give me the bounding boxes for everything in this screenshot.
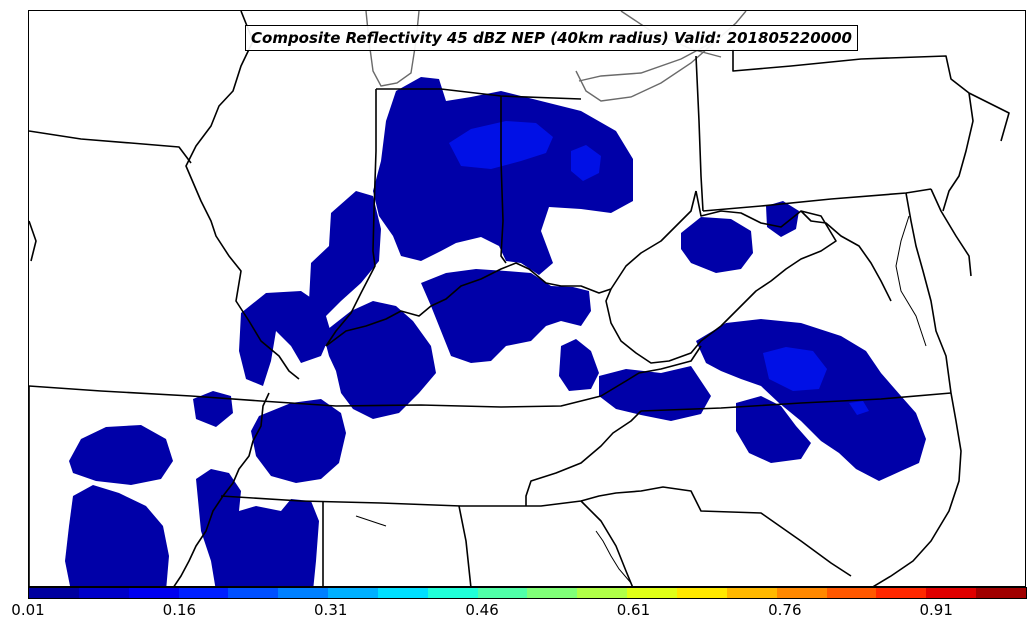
prob-region-tennessee-west [251, 399, 346, 483]
border-new-york [968, 92, 1010, 142]
colorbar-segment [427, 588, 478, 598]
georgia-coast [595, 530, 632, 584]
prob-region-arkansas-north [69, 425, 173, 485]
prob-core-virginia [763, 347, 827, 391]
border-kentucky-tennessee [29, 345, 702, 408]
lake-erie-south-shore [578, 42, 712, 82]
probability-regions-low [65, 77, 926, 586]
colorbar-ticks: 0.01 0.16 0.31 0.46 0.61 0.76 0.91 [0, 599, 1036, 629]
colorbar-tick-label: 0.16 [162, 601, 197, 619]
prob-region-kentucky-central [421, 269, 591, 363]
colorbar-segment [976, 588, 1026, 598]
prob-region-arkansas-south [65, 485, 169, 586]
border-tennessee-south [220, 486, 852, 577]
colorbar-segment [726, 588, 777, 598]
map-panel: Composite Reflectivity 45 dBZ NEP (40km … [28, 10, 1026, 587]
border-tennessee-north-carolina [525, 410, 642, 506]
colorbar-segment [477, 588, 528, 598]
colorbar-segment [926, 588, 977, 598]
prob-region-west-virginia [681, 217, 753, 273]
colorbar-segment [776, 588, 827, 598]
colorbar-tick-label: 0.31 [314, 601, 348, 619]
colorbar-segment [128, 588, 179, 598]
colorbar-tick-label: 0.46 [465, 601, 499, 619]
border-ohio-pennsylvania [695, 55, 704, 212]
border-iowa-illinois [29, 220, 37, 262]
tennessee-river [355, 515, 387, 527]
border-iowa-missouri [29, 130, 192, 164]
colorbar-segment [627, 588, 677, 598]
colorbar-segment [676, 588, 727, 598]
state-borders [29, 11, 1010, 586]
prob-region-missouri-small [193, 391, 233, 427]
map-title: Composite Reflectivity 45 dBZ NEP (40km … [245, 25, 858, 51]
colorbar-segment [228, 588, 279, 598]
border-alabama-georgia [458, 505, 472, 586]
border-illinois-indiana [325, 89, 377, 347]
colorbar-segment [577, 588, 628, 598]
border-maryland-virginia [800, 210, 892, 302]
colorbar-segment [328, 588, 378, 598]
prob-region-virginia-south [736, 396, 811, 463]
chesapeake-bay [895, 215, 927, 347]
colorbar-segment [377, 588, 428, 598]
colorbar-segment [826, 588, 877, 598]
colorbar-segment [78, 588, 129, 598]
prob-region-kentucky-east [559, 339, 599, 391]
border-ohio-river [325, 190, 697, 347]
reflectivity-map [29, 11, 1010, 586]
prob-region-illinois-west [309, 191, 381, 321]
prob-core-virginia-east [849, 401, 869, 415]
prob-region-mississippi-river [196, 469, 319, 586]
border-chesapeake-east [905, 192, 952, 394]
prob-region-missouri-east [239, 291, 331, 386]
colorbar-tick-label: 0.76 [768, 601, 802, 619]
border-west-virginia-virginia [605, 190, 837, 364]
prob-region-kentucky-virginia-border [599, 366, 711, 421]
colorbar-tick-label: 0.01 [11, 601, 45, 619]
border-illinois-west [185, 11, 300, 380]
border-pennsylvania-south [702, 188, 932, 212]
colorbar-tick-label: 0.61 [616, 601, 651, 619]
border-pennsylvania-north [732, 49, 970, 94]
colorbar-segment [278, 588, 329, 598]
border-michigan-indiana-ohio [376, 88, 582, 100]
prob-region-kentucky-west [323, 301, 436, 419]
prob-region-indiana-ohio [373, 77, 633, 275]
border-georgia-south-carolina [580, 500, 634, 586]
prob-core-ohio-east [571, 145, 601, 181]
colorbar-segment [876, 588, 927, 598]
colorbar-tick-label: 0.91 [919, 601, 953, 619]
prob-region-virginia-main [696, 319, 926, 481]
border-indiana-ohio [500, 96, 507, 264]
prob-region-maryland [766, 201, 799, 237]
colorbar-segment [527, 588, 578, 598]
border-mississippi-river [173, 392, 270, 586]
border-atlantic-coast [872, 392, 962, 586]
border-delaware [930, 188, 972, 277]
coastline-detail [355, 215, 927, 584]
border-new-jersey [942, 92, 974, 212]
colorbar-segment [178, 588, 229, 598]
colorbar [28, 587, 1027, 599]
border-virginia-north-carolina [640, 392, 952, 412]
colorbar-segment [29, 588, 79, 598]
